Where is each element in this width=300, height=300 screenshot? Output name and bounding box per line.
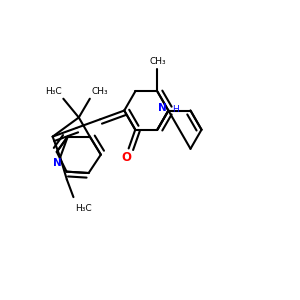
Text: H₃C: H₃C — [45, 87, 62, 96]
Text: N: N — [158, 103, 167, 112]
Text: N: N — [53, 158, 62, 168]
Text: CH₃: CH₃ — [149, 57, 166, 66]
Text: H: H — [172, 106, 179, 115]
Text: H₃C: H₃C — [75, 204, 92, 213]
Text: CH₃: CH₃ — [91, 87, 108, 96]
Text: O: O — [121, 152, 131, 164]
